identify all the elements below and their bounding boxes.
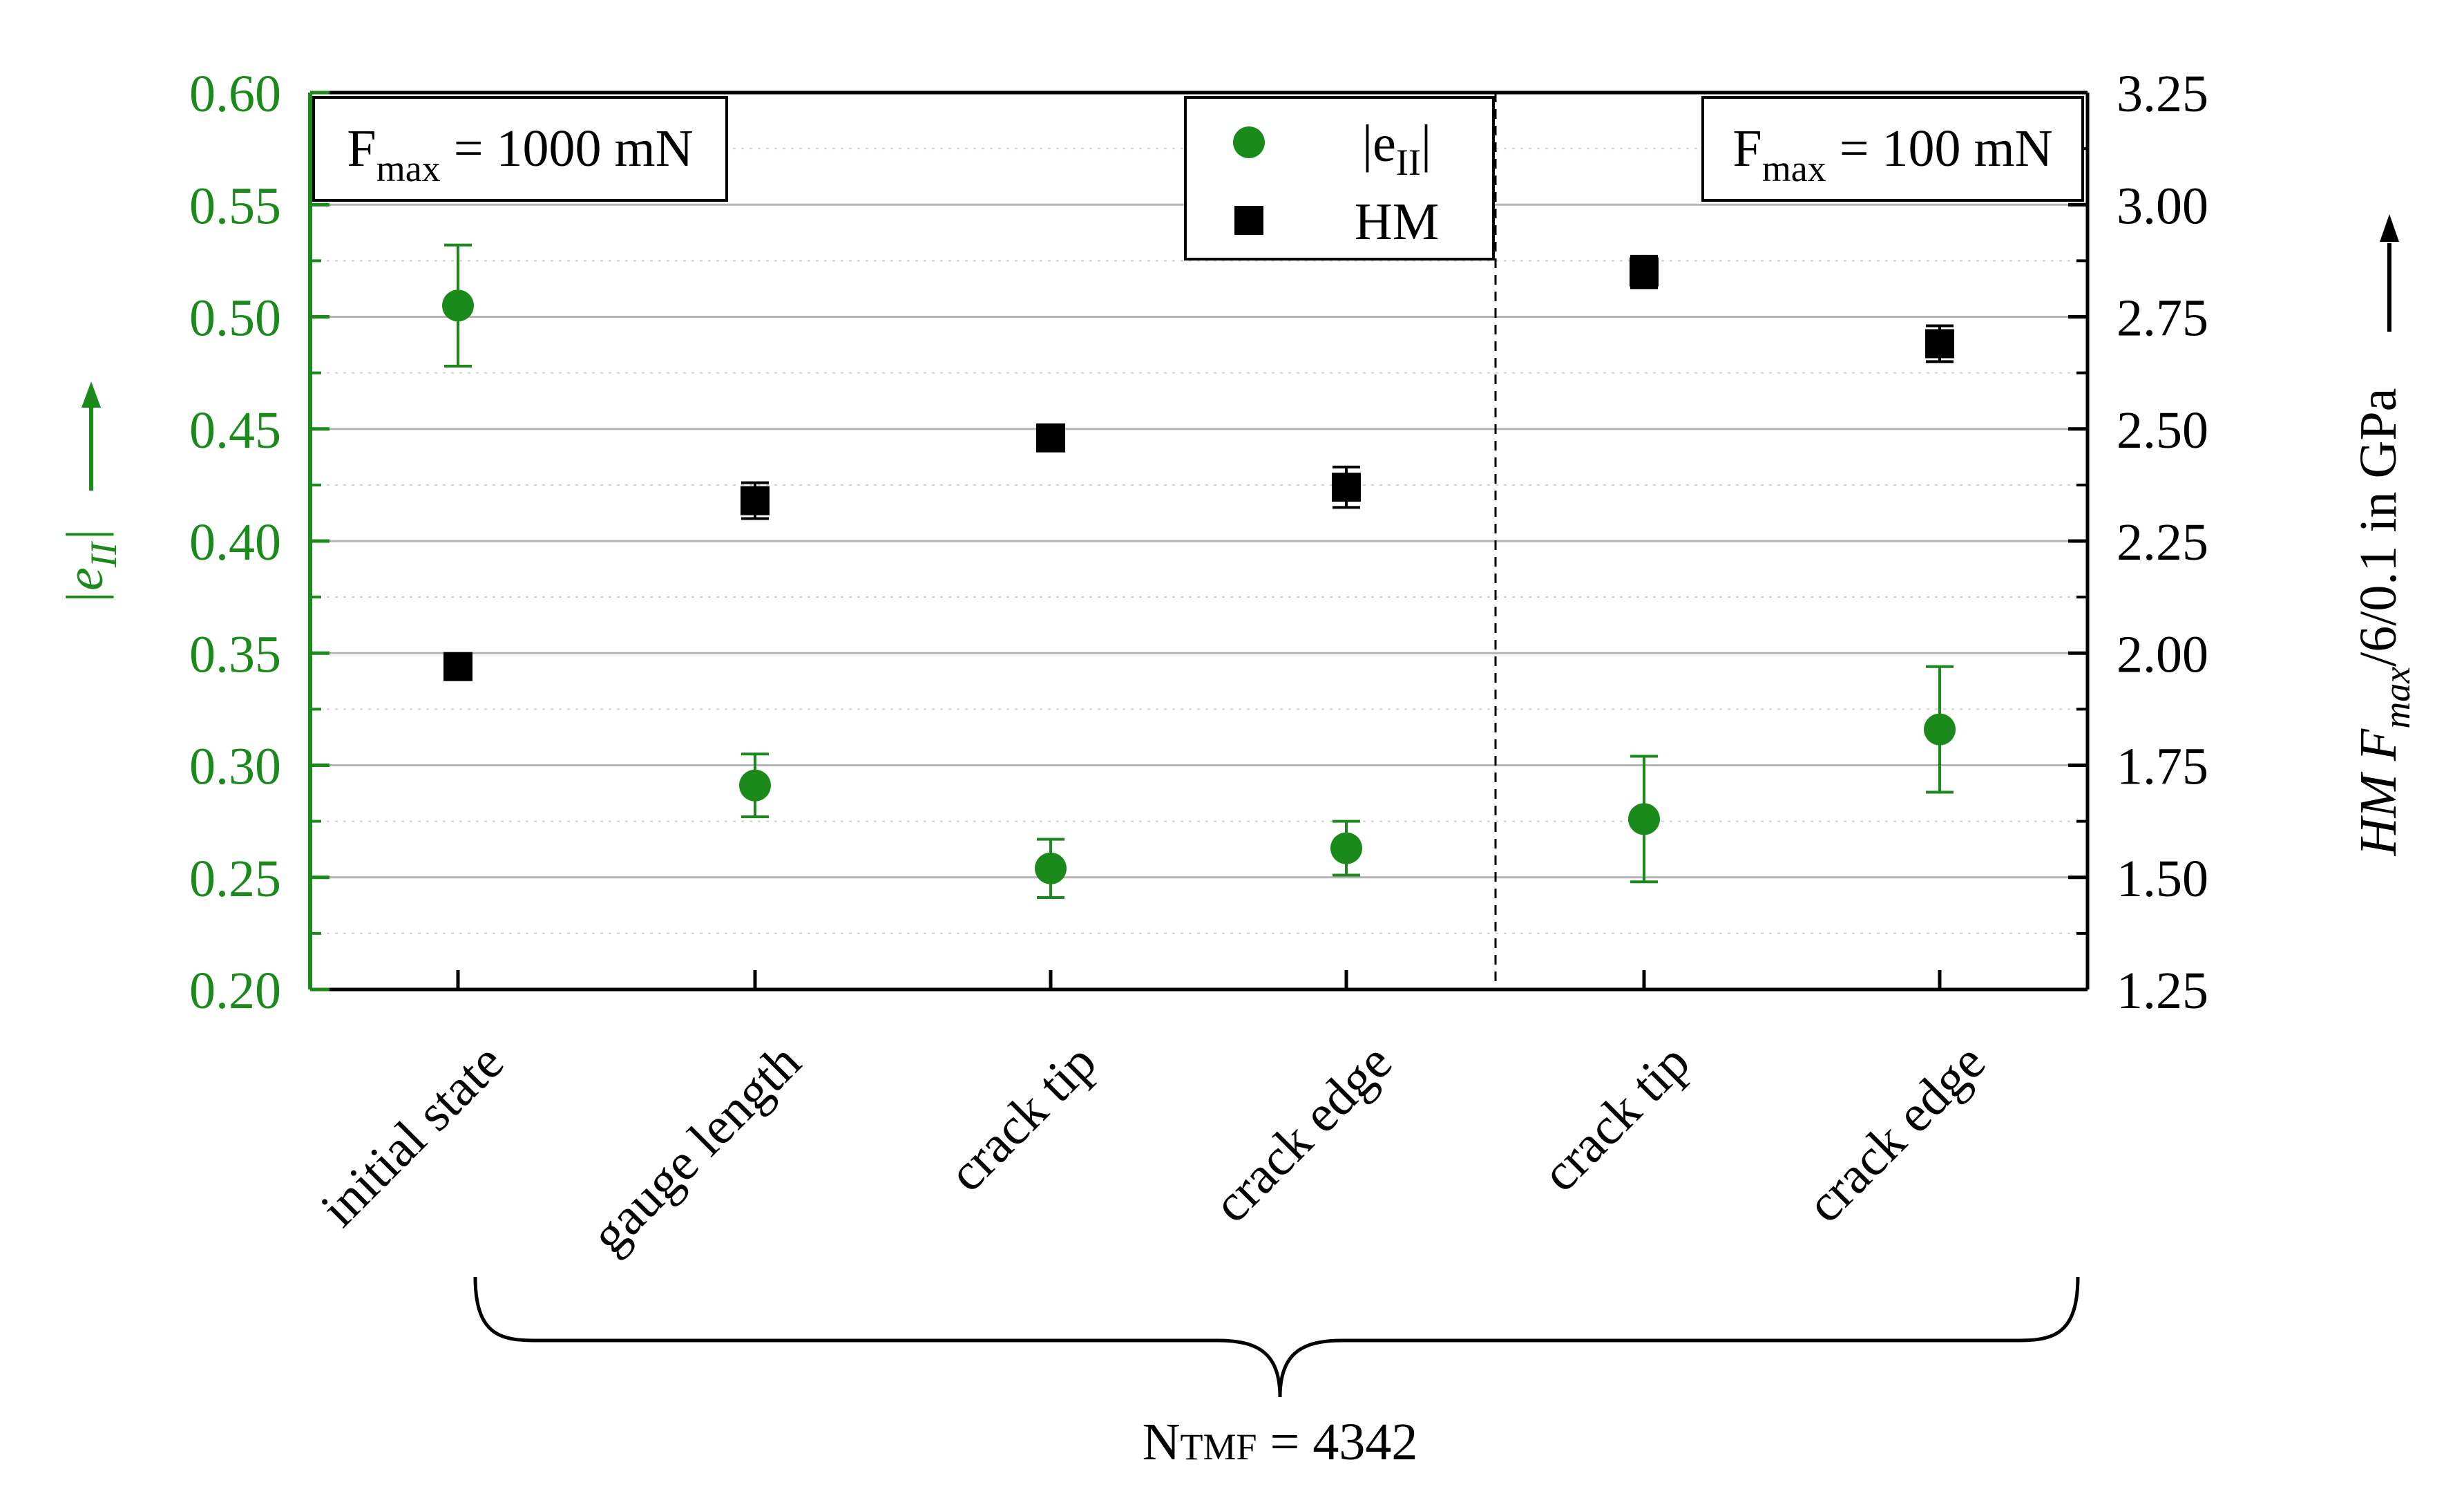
x-tick-label: gauge length xyxy=(580,1033,812,1264)
legend-box xyxy=(1184,96,1495,260)
axis-labels: |eII| HM Fmax/6/0.1 in GPa xyxy=(56,214,2418,856)
force-region-1000-label: Fmax = 1000 mN xyxy=(347,120,693,189)
left-tick-label: 0.30 xyxy=(189,738,281,796)
annotation-boxes: Fmax = 1000 mN Fmax = 100 mN |eII| HM xyxy=(312,96,2084,260)
legend-label: HM xyxy=(1355,193,1439,251)
point-e-ii xyxy=(739,769,771,802)
left-tick-label: 0.25 xyxy=(189,850,281,908)
right-tick-label: 3.25 xyxy=(2117,65,2208,123)
force-region-100-label: Fmax = 100 mN xyxy=(1732,120,2052,189)
point-hm xyxy=(1332,473,1361,502)
right-tick-label: 3.00 xyxy=(2117,177,2208,235)
x-tick-label: crack tip xyxy=(1531,1033,1701,1203)
right-tick-label: 2.25 xyxy=(2117,513,2208,571)
force-region-1000-box xyxy=(312,96,728,202)
right-tick-label: 1.75 xyxy=(2117,738,2208,796)
cycle-count-label: NTMF = 4342 xyxy=(1143,1413,1418,1471)
curly-brace xyxy=(473,1276,2080,1398)
point-hm xyxy=(1036,423,1065,453)
point-hm xyxy=(1925,329,1954,359)
force-region-100-box xyxy=(1701,96,2084,202)
point-e-ii xyxy=(1330,832,1362,864)
point-hm xyxy=(443,652,472,681)
legend-label: |eII| xyxy=(1362,115,1431,183)
right-tick-label: 2.75 xyxy=(2117,290,2208,348)
point-e-ii xyxy=(1924,713,1956,746)
right-tick-label: 1.25 xyxy=(2117,962,2208,1020)
left-tick-label: 0.60 xyxy=(189,65,281,123)
point-e-ii xyxy=(1035,852,1067,884)
left-tick-label: 0.20 xyxy=(189,962,281,1020)
right-tick-label: 1.50 xyxy=(2117,850,2208,908)
right-axis-arrow-head xyxy=(2380,214,2399,242)
right-axis-title: HM Fmax/6/0.1 in GPa xyxy=(2349,388,2418,857)
left-tick-label: 0.55 xyxy=(189,177,281,235)
left-tick-label: 0.45 xyxy=(189,401,281,459)
x-tick-label: crack tip xyxy=(937,1033,1107,1203)
grid-lines xyxy=(310,148,2088,934)
left-axis-arrow-head xyxy=(82,381,101,408)
point-e-ii xyxy=(442,290,474,322)
point-hm xyxy=(741,486,770,515)
legend-marker-e-ii xyxy=(1233,126,1265,158)
left-tick-label: 0.35 xyxy=(189,625,281,683)
point-e-ii xyxy=(1628,803,1660,835)
left-axis-title: |eII| xyxy=(56,528,124,605)
data-marks xyxy=(442,243,1956,899)
left-tick-label: 0.50 xyxy=(189,290,281,348)
x-tick-label: initial state xyxy=(309,1033,515,1238)
legend-marker-hm xyxy=(1234,206,1263,235)
point-hm xyxy=(1630,257,1659,287)
right-tick-label: 2.50 xyxy=(2117,401,2208,459)
x-tick-label: crack edge xyxy=(1795,1033,1996,1234)
x-tick-label: crack edge xyxy=(1202,1033,1403,1234)
right-tick-label: 2.00 xyxy=(2117,625,2208,683)
brace-annotation: NTMF = 4342 xyxy=(473,1276,2080,1471)
left-tick-label: 0.40 xyxy=(189,513,281,571)
